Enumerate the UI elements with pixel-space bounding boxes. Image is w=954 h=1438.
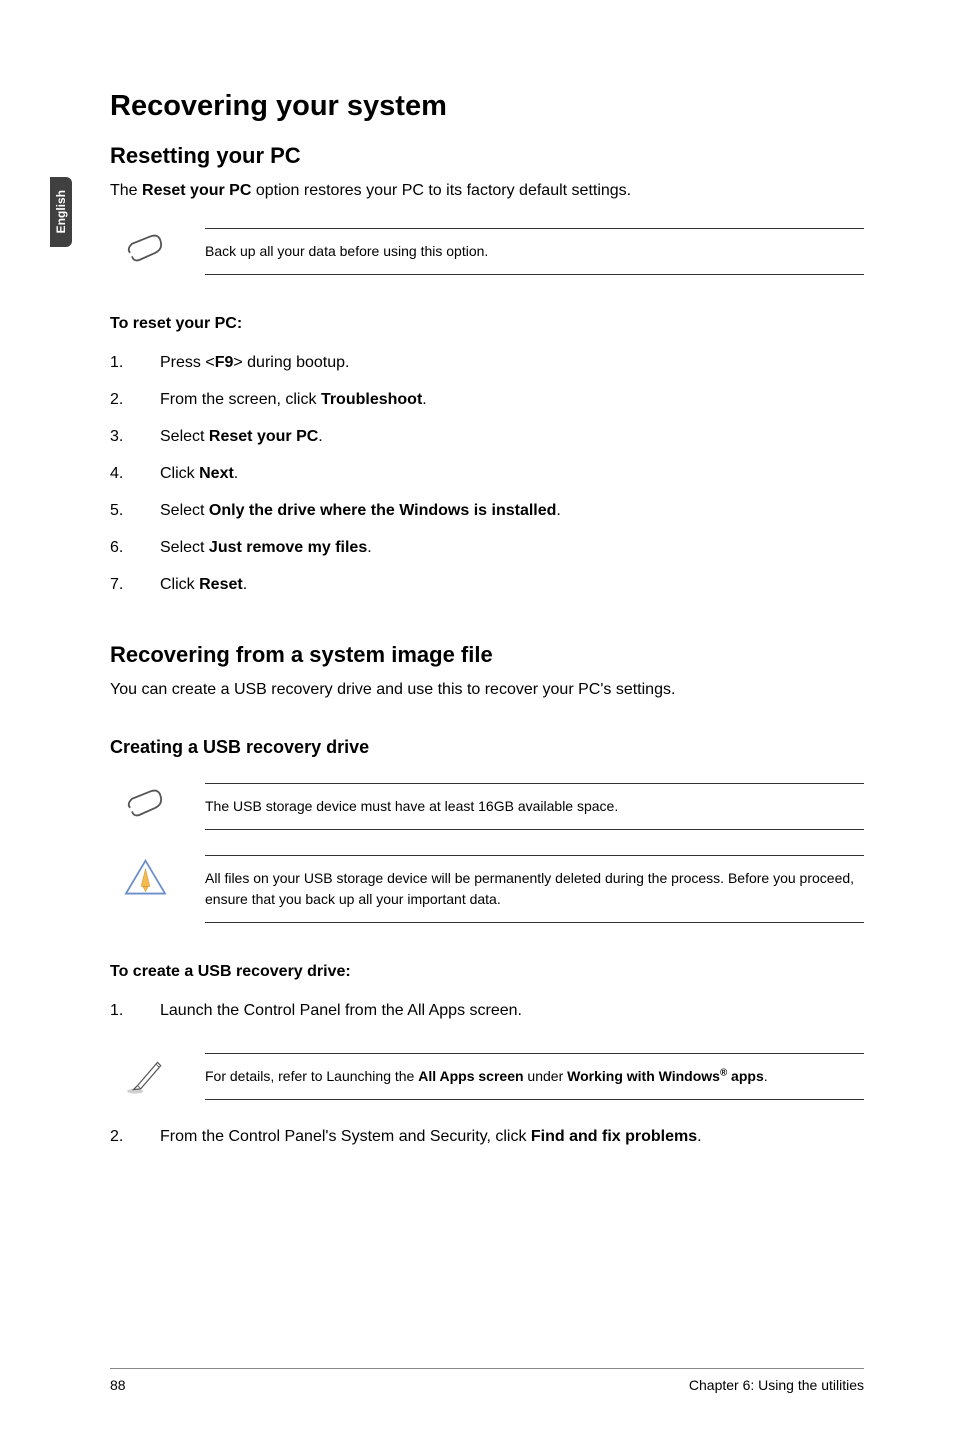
list-item: Select Just remove my files.	[110, 536, 864, 560]
list-item: From the Control Panel's System and Secu…	[110, 1125, 864, 1149]
recovering-intro: You can create a USB recovery drive and …	[110, 678, 864, 702]
section-recovering-heading: Recovering from a system image file	[110, 642, 864, 668]
section-resetting-heading: Resetting your PC	[110, 143, 864, 169]
list-item: Press <F9> during bootup.	[110, 351, 864, 375]
create-usb-steps-list-continued: From the Control Panel's System and Secu…	[110, 1125, 864, 1149]
paperclip-icon	[120, 228, 170, 273]
warning-icon	[120, 855, 170, 900]
list-item: Select Only the drive where the Windows …	[110, 499, 864, 523]
note-usb-space: The USB storage device must have at leas…	[110, 783, 864, 830]
list-item: Launch the Control Panel from the All Ap…	[110, 999, 864, 1023]
page-title: Recovering your system	[110, 90, 864, 123]
list-item: From the screen, click Troubleshoot.	[110, 388, 864, 412]
list-item: Click Reset.	[110, 573, 864, 597]
create-usb-steps-list: Launch the Control Panel from the All Ap…	[110, 999, 864, 1023]
note-details-text: For details, refer to Launching the All …	[205, 1053, 864, 1100]
chapter-label: Chapter 6: Using the utilities	[689, 1377, 864, 1393]
note-details: For details, refer to Launching the All …	[110, 1053, 864, 1100]
note-warning-delete: All files on your USB storage device wil…	[110, 855, 864, 923]
note-usb-space-text: The USB storage device must have at leas…	[205, 783, 864, 830]
list-item: Click Next.	[110, 462, 864, 486]
page-footer: 88 Chapter 6: Using the utilities	[110, 1368, 864, 1393]
note-backup: Back up all your data before using this …	[110, 228, 864, 275]
note-warning-text: All files on your USB storage device wil…	[205, 855, 864, 923]
pen-icon	[120, 1053, 170, 1098]
reset-steps-list: Press <F9> during bootup. From the scree…	[110, 351, 864, 597]
resetting-intro: The Reset your PC option restores your P…	[110, 179, 864, 203]
page-container: Recovering your system Resetting your PC…	[0, 0, 954, 1438]
reset-steps-heading: To reset your PC:	[110, 315, 864, 333]
list-item: Select Reset your PC.	[110, 425, 864, 449]
create-usb-steps-heading: To create a USB recovery drive:	[110, 963, 864, 981]
page-number: 88	[110, 1377, 126, 1393]
paperclip-icon	[120, 783, 170, 828]
note-backup-text: Back up all your data before using this …	[205, 228, 864, 275]
creating-usb-subheading: Creating a USB recovery drive	[110, 737, 864, 758]
